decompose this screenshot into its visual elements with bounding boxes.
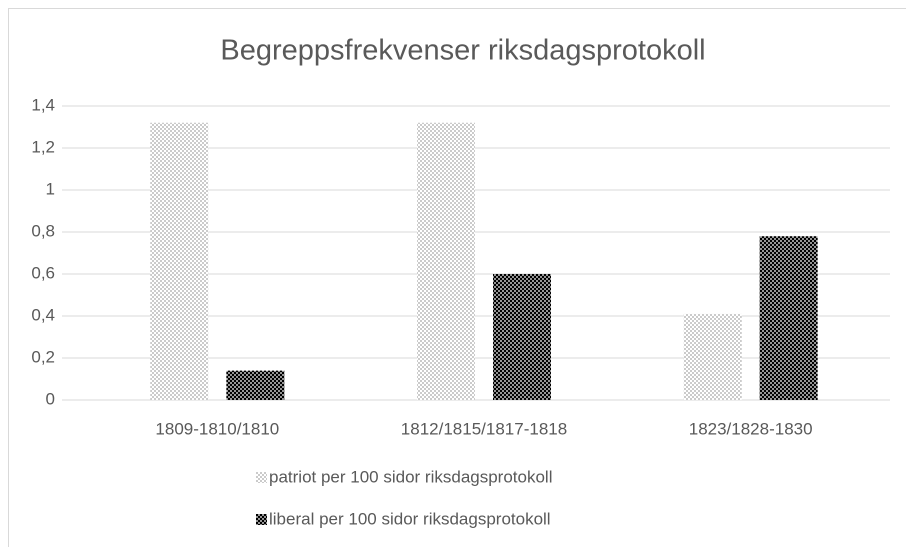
x-tick-label: 1812/1815/1817-1818 <box>401 419 567 438</box>
y-tick-label: 0,2 <box>31 347 55 366</box>
y-tick-label: 0 <box>46 389 55 408</box>
chart-title: Begreppsfrekvenser riksdagsprotokoll <box>220 35 705 67</box>
bar <box>150 122 209 401</box>
x-tick-label: 1809-1810/1810 <box>155 419 279 438</box>
y-tick-label: 0,4 <box>31 305 55 324</box>
bar <box>493 274 551 400</box>
y-tick-label: 1,2 <box>31 137 55 156</box>
y-tick-label: 0,8 <box>31 221 55 240</box>
y-tick-label: 1,4 <box>31 95 55 114</box>
legend-swatch <box>256 472 267 483</box>
legend-label: liberal per 100 sidor riksdagsprotokoll <box>269 509 551 528</box>
y-tick-label: 0,6 <box>31 263 55 282</box>
y-tick-label: 1 <box>46 179 55 198</box>
bar <box>683 313 742 400</box>
bar <box>226 370 285 400</box>
legend-label: patriot per 100 sidor riksdagsprotokoll <box>269 467 552 486</box>
bar <box>417 122 475 401</box>
chart-border <box>8 8 906 547</box>
bar <box>759 236 818 400</box>
legend-swatch <box>256 514 267 525</box>
x-tick-label: 1823/1828-1830 <box>689 419 813 438</box>
